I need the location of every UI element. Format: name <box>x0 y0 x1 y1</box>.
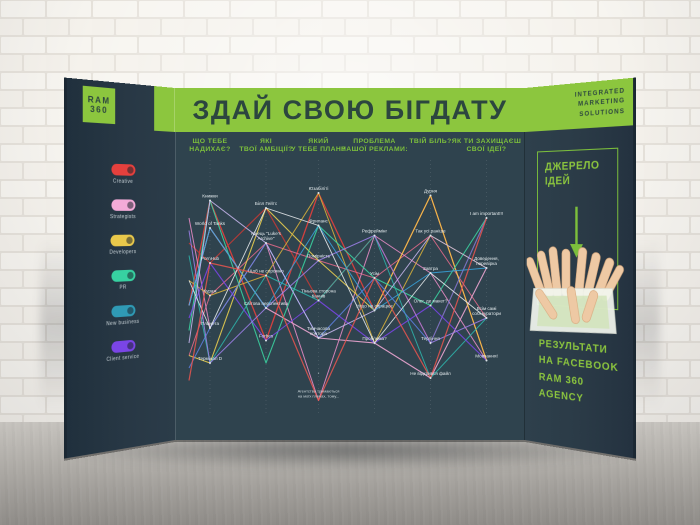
right-wing-panel: INTEGRATED MARKETING SOLUTIONS ДЖЕРЕЛО І… <box>525 77 637 459</box>
toggle-knob-icon <box>126 306 134 315</box>
svg-text:Білл Гейтс: Білл Гейтс <box>255 200 278 206</box>
green-band-wrap <box>154 86 175 132</box>
svg-text:Так усі раніше: Так усі раніше <box>415 229 446 234</box>
svg-text:Книжки: Книжки <box>202 194 218 199</box>
legend-item-client-service: Client service <box>106 339 139 363</box>
idea-source-title: ДЖЕРЕЛО ІДЕЙ <box>545 159 610 189</box>
svg-text:Юзабіліті: Юзабіліті <box>309 186 329 191</box>
toggle-pill-icon <box>110 269 135 283</box>
svg-text:Олег, де макет?: Олег, де макет? <box>414 299 448 304</box>
toggle-knob-icon <box>126 201 134 209</box>
legend-item-creative: Creative <box>110 163 135 186</box>
toggle-pill-icon <box>110 163 135 176</box>
svg-text:Мовчання!: Мовчання! <box>475 354 497 359</box>
legend-label: Strategists <box>110 213 136 221</box>
poster-title: ЗДАЙ СВОЮ БІГДАТУ <box>192 94 508 125</box>
legend-item-strategists: Strategists <box>110 199 136 220</box>
legend-label: Client service <box>106 353 140 364</box>
svg-text:Ніщо не спрацює: Ніщо не спрацює <box>356 304 393 309</box>
toggle-knob-icon <box>126 341 134 350</box>
logo-line2: 360 <box>90 103 109 116</box>
svg-text:*: * <box>318 371 320 376</box>
legend-label: Developers <box>109 248 137 256</box>
ram360-logo: RAM 360 <box>82 85 116 125</box>
toggle-knob-icon <box>126 166 134 174</box>
svg-text:I am important!!!: I am important!!! <box>470 211 503 216</box>
svg-text:Доведення,перевірка: Доведення, перевірка <box>474 256 499 266</box>
center-panel: ЗДАЙ СВОЮ БІГДАТУ ЩО ТЕБЕ НАДИХАЄ? Книжки W… <box>175 88 525 440</box>
hands-illustration <box>526 238 626 343</box>
svg-text:World of Tanks: World of Tanks <box>195 221 226 226</box>
svg-text:Кураж: Кураж <box>203 289 217 294</box>
svg-text:PornHub: PornHub <box>201 256 220 261</box>
legend-label: Creative <box>112 178 134 186</box>
chart-legend: Creative Strategists Developers PR New b… <box>67 162 175 367</box>
legend-label: New business <box>106 318 140 328</box>
svg-text:Терпіння: Терпіння <box>421 336 440 341</box>
svg-text:Рефреймінг: Рефреймінг <box>362 228 388 234</box>
toggle-knob-icon <box>126 236 134 245</box>
svg-text:Планета: Планета <box>201 321 220 326</box>
svg-text:Термінал D: Термінал D <box>198 356 223 361</box>
title-banner: ЗДАЙ СВОЮ БІГДАТУ <box>175 88 525 132</box>
toggle-pill-icon <box>110 234 135 247</box>
toggle-pill-icon <box>110 304 135 318</box>
svg-text:Усім: Усім <box>370 271 379 276</box>
idea-title-line2: ІДЕЙ <box>544 174 571 188</box>
legend-item-new-business: New business <box>106 304 139 327</box>
parallel-chart: ЩО ТЕБЕ НАДИХАЄ? Книжки World of Tanks PornH… <box>188 136 522 416</box>
toggle-pill-icon <box>110 199 135 211</box>
legend-item-developers: Developers <box>109 234 137 256</box>
toggle-knob-icon <box>126 271 134 280</box>
left-wing-panel: RAM 360 Creative Strategists Developers <box>63 77 175 459</box>
legend-label: PR <box>119 284 127 292</box>
svg-text:Фриланс: Фриланс <box>309 219 328 224</box>
trifold-display: RAM 360 Creative Strategists Developers <box>55 77 645 459</box>
svg-text:Дурня: Дурня <box>424 189 438 194</box>
svg-text:Не відкрився файл: Не відкрився файл <box>410 370 451 376</box>
svg-text:Forbes: Forbes <box>259 334 274 339</box>
toggle-pill-icon <box>110 339 135 354</box>
svg-text:Проблема?: Проблема? <box>362 336 387 341</box>
svg-text:Світова перспектива: Світова перспектива <box>244 301 289 306</box>
facebook-results-text: РЕЗУЛЬТАТИ НА FACEBOOK RAM 360 AGENCY <box>539 335 633 414</box>
svg-text:Завтра: Завтра <box>423 266 438 271</box>
svg-text:ТВІЙ БІЛЬ?: ТВІЙ БІЛЬ? <box>409 136 451 145</box>
svg-text:Щоб не соромно: Щоб не соромно <box>248 269 284 274</box>
svg-text:Помірність: Помірність <box>307 254 331 259</box>
legend-item-pr: PR <box>110 269 135 292</box>
ims-banner: INTEGRATED MARKETING SOLUTIONS <box>525 77 634 132</box>
